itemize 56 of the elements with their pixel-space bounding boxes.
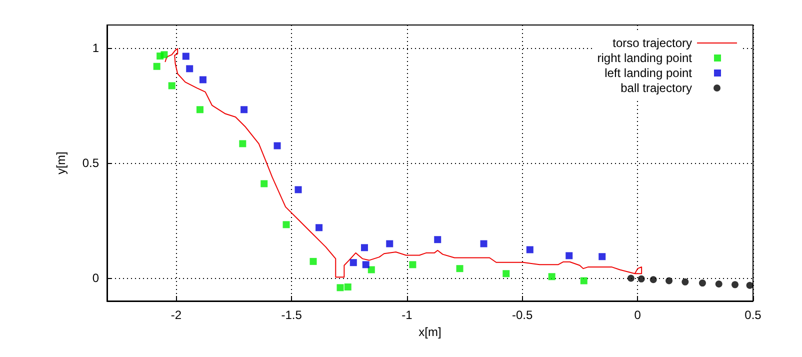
point: [294, 186, 302, 194]
point: [627, 274, 634, 282]
point: [260, 180, 268, 188]
point: [186, 65, 194, 72]
legend-label: left landing point: [604, 66, 693, 80]
y-axis-title: y[m]: [54, 152, 68, 174]
x-tick-label: -1: [402, 308, 413, 322]
point: [732, 281, 739, 288]
legend-label: right landing point: [597, 51, 693, 65]
point: [310, 258, 317, 265]
point: [153, 62, 160, 70]
point: [548, 273, 556, 280]
point: [650, 276, 657, 284]
point: [434, 236, 442, 244]
point: [480, 240, 488, 248]
point: [316, 224, 323, 232]
point: [638, 275, 645, 282]
point: [160, 51, 168, 58]
point: [362, 261, 370, 268]
point: [182, 52, 190, 60]
point: [502, 270, 510, 278]
x-tick-label: -1.5: [281, 308, 302, 322]
point: [239, 140, 246, 148]
point: [336, 284, 344, 292]
y-tick-label: 1: [92, 41, 100, 55]
y-tick-label: 0.5: [82, 156, 100, 170]
point: [282, 221, 290, 228]
point: [666, 277, 673, 284]
legend-label: ball trajectory: [620, 81, 692, 95]
point: [240, 106, 248, 114]
x-axis-title: x[m]: [418, 324, 442, 339]
point: [456, 265, 464, 272]
point: [350, 259, 357, 266]
x-tick-label: -0.5: [512, 308, 533, 322]
point: [196, 106, 204, 114]
point: [715, 280, 722, 288]
y-tick-label: 0: [92, 271, 100, 285]
x-tick-label: 0: [634, 308, 642, 322]
point: [746, 282, 754, 289]
point: [360, 244, 368, 252]
point: [274, 142, 281, 150]
point: [682, 278, 689, 286]
point: [409, 261, 416, 268]
point: [580, 277, 588, 284]
point: [566, 252, 573, 260]
point: [386, 240, 394, 248]
point: [368, 266, 375, 274]
legend-label: torso trajectory: [612, 36, 692, 50]
point: [344, 283, 352, 290]
point: [526, 246, 534, 254]
x-tick-label: 0.5: [744, 308, 762, 322]
point: [598, 253, 606, 260]
point: [199, 76, 206, 84]
point: [168, 82, 176, 90]
point: [698, 280, 706, 287]
x-tick-label: -2: [170, 308, 182, 322]
